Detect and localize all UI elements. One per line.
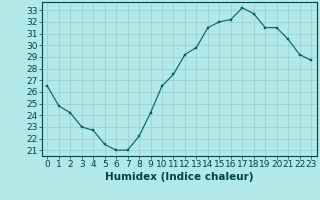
X-axis label: Humidex (Indice chaleur): Humidex (Indice chaleur) (105, 172, 253, 182)
